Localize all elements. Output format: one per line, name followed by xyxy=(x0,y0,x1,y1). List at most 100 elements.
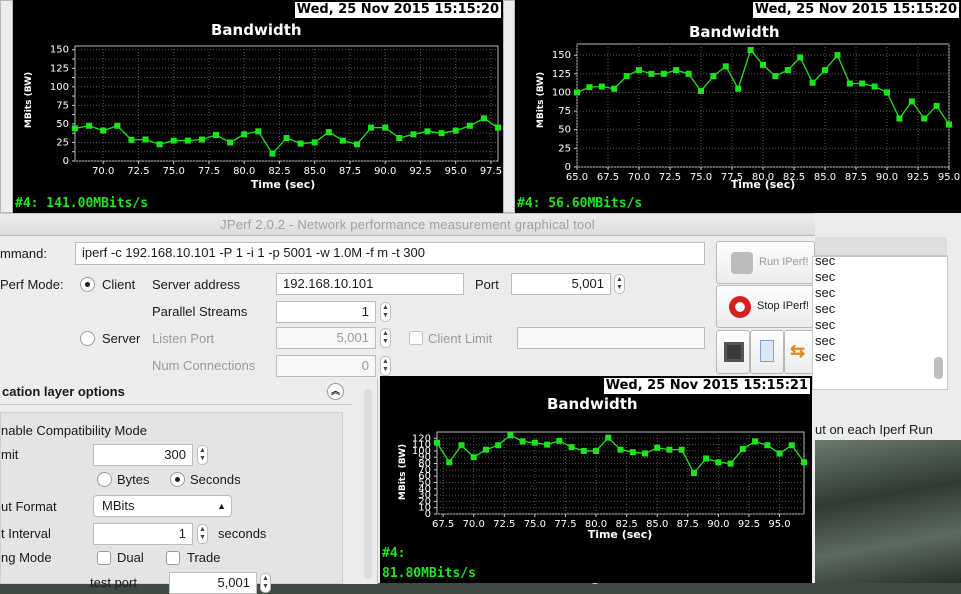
client-radio[interactable] xyxy=(80,277,95,292)
x-tick-label: 75.0 xyxy=(524,519,546,530)
output-line: sec xyxy=(815,269,836,284)
dual-label: Dual xyxy=(117,550,144,565)
bandwidth-graph-window-3[interactable]: Wed, 25 Nov 2015 15:15:21 Bandwidth 0 10 2… xyxy=(380,376,812,583)
save-button[interactable] xyxy=(716,330,750,374)
seconds-label: Seconds xyxy=(190,472,241,487)
parallel-streams-input[interactable]: 1 xyxy=(276,301,376,323)
x-tick-label: 87.5 xyxy=(677,519,699,530)
data-point xyxy=(410,131,417,138)
output-textarea[interactable] xyxy=(812,256,948,390)
data-point xyxy=(482,446,489,453)
data-point xyxy=(727,460,734,467)
application-layer-title: cation layer options xyxy=(2,384,125,399)
trade-label: Trade xyxy=(187,550,221,565)
y-tick-label: 90 xyxy=(418,452,431,463)
x-axis-label: Time (sec) xyxy=(731,178,796,191)
x-tick-label: 95.0 xyxy=(768,519,790,530)
client-label: Client xyxy=(102,277,136,292)
data-point xyxy=(660,70,667,77)
dual-checkbox[interactable] xyxy=(97,551,111,565)
x-tick-label: 77.5 xyxy=(721,172,743,183)
transmit-stepper[interactable]: ▲ ▼ xyxy=(197,445,208,465)
data-point xyxy=(710,73,717,80)
panel-scrollbar[interactable] xyxy=(364,389,372,579)
data-point xyxy=(396,135,403,141)
y-tick-label: 100 xyxy=(552,87,571,98)
trade-checkbox[interactable] xyxy=(166,551,180,565)
clear-output-label: ut on each Iperf Run xyxy=(815,422,933,437)
client-limit-checkbox[interactable] xyxy=(409,331,423,345)
transmit-input[interactable]: 300 xyxy=(93,444,193,466)
y-tick-label: 50 xyxy=(558,125,571,136)
data-point xyxy=(921,115,928,122)
output-tab-strip xyxy=(815,237,947,256)
data-point xyxy=(690,470,697,476)
bandwidth-chart-1: 0 25 50 75 100 125 150 70.0 72.5 75.0 77.5 80.0 82.5… xyxy=(24,45,502,191)
x-tick-label: 85.0 xyxy=(304,166,326,177)
parallel-streams-stepper[interactable]: ▲ ▼ xyxy=(380,302,391,322)
load-button[interactable] xyxy=(750,330,784,374)
y-tick-label: 70 xyxy=(418,465,431,476)
data-point xyxy=(156,141,163,148)
collapse-icon[interactable]: ︽ xyxy=(327,383,344,400)
client-limit-input[interactable] xyxy=(517,327,705,349)
data-point xyxy=(170,137,177,144)
data-point xyxy=(735,85,742,92)
port-label: Port xyxy=(475,277,499,292)
output-format-select[interactable]: MBits ▲ xyxy=(93,495,232,517)
data-point xyxy=(896,115,903,122)
server-address-input[interactable]: 192.168.10.101 xyxy=(276,273,464,295)
data-point xyxy=(788,442,795,449)
data-point xyxy=(72,125,78,132)
data-point xyxy=(458,442,465,449)
bandwidth-graph-window-1[interactable]: Wed, 25 Nov 2015 15:15:20 Bandwidth 0 25 5… xyxy=(13,0,503,213)
data-point xyxy=(325,129,332,136)
seconds-radio[interactable] xyxy=(170,472,185,487)
data-point xyxy=(666,446,673,453)
application-layer-panel: cation layer options ︽ nable Compatibili… xyxy=(0,379,378,594)
port-input[interactable]: 5,001 xyxy=(511,273,611,295)
bandwidth-graph-window-2[interactable]: Wed, 25 Nov 2015 15:15:20 Bandwidth 0 25 5… xyxy=(515,0,961,213)
bytes-radio[interactable] xyxy=(97,472,112,487)
application-layer-body: nable Compatibility Mode mit 300 ▲ ▼ Byte… xyxy=(0,412,343,594)
command-input[interactable]: iperf -c 192.168.10.101 -P 1 -i 1 -p 500… xyxy=(75,242,705,265)
x-tick-label: 85.0 xyxy=(646,519,668,530)
x-tick-label: 72.5 xyxy=(659,172,681,183)
x-tick-label: 90.0 xyxy=(374,166,396,177)
run-iperf-button[interactable]: Run IPerf! xyxy=(716,241,815,284)
refresh-button[interactable]: ⇆ xyxy=(784,330,815,374)
graph-timestamp: Wed, 25 Nov 2015 15:15:21 xyxy=(603,378,810,394)
y-tick-label: 125 xyxy=(552,69,571,80)
test-port-input[interactable]: 5,001 xyxy=(169,572,257,594)
run-icon xyxy=(731,252,753,274)
x-tick-label: 92.5 xyxy=(738,519,760,530)
graph-timestamp: Wed, 25 Nov 2015 15:15:20 xyxy=(752,2,959,18)
num-connections-input[interactable]: 0 xyxy=(276,355,376,377)
listen-port-input[interactable]: 5,001 xyxy=(276,327,376,349)
data-point xyxy=(507,432,514,439)
y-tick-label: 150 xyxy=(50,45,69,56)
y-tick-label: 20 xyxy=(418,496,431,507)
data-point xyxy=(531,439,538,446)
listen-port-stepper[interactable]: ▲ ▼ xyxy=(380,328,391,348)
data-point xyxy=(86,122,93,129)
server-radio[interactable] xyxy=(80,331,95,346)
data-point xyxy=(764,442,771,449)
output-line: sec xyxy=(815,349,836,364)
test-port-stepper[interactable]: ▲ ▼ xyxy=(260,573,271,593)
x-tick-label: 80.0 xyxy=(585,519,607,530)
output-scrollbar[interactable] xyxy=(934,357,943,379)
num-connections-stepper[interactable]: ▲ ▼ xyxy=(380,356,391,376)
data-point xyxy=(933,102,940,109)
x-tick-label: 67.5 xyxy=(432,519,454,530)
transmit-label: mit xyxy=(1,447,19,462)
x-tick-label: 80.0 xyxy=(752,172,774,183)
y-tick-label: 110 xyxy=(412,440,431,451)
application-layer-header[interactable]: cation layer options ︽ xyxy=(0,379,352,405)
report-interval-stepper[interactable]: ▲ ▼ xyxy=(197,524,208,544)
server-address-label: Server address xyxy=(152,277,241,292)
port-stepper[interactable]: ▲ ▼ xyxy=(614,274,625,294)
stop-iperf-button[interactable]: Stop IPerf! xyxy=(716,285,815,328)
y-axis-label: MBits (BW) xyxy=(398,444,408,500)
report-interval-input[interactable]: 1 xyxy=(93,523,193,545)
